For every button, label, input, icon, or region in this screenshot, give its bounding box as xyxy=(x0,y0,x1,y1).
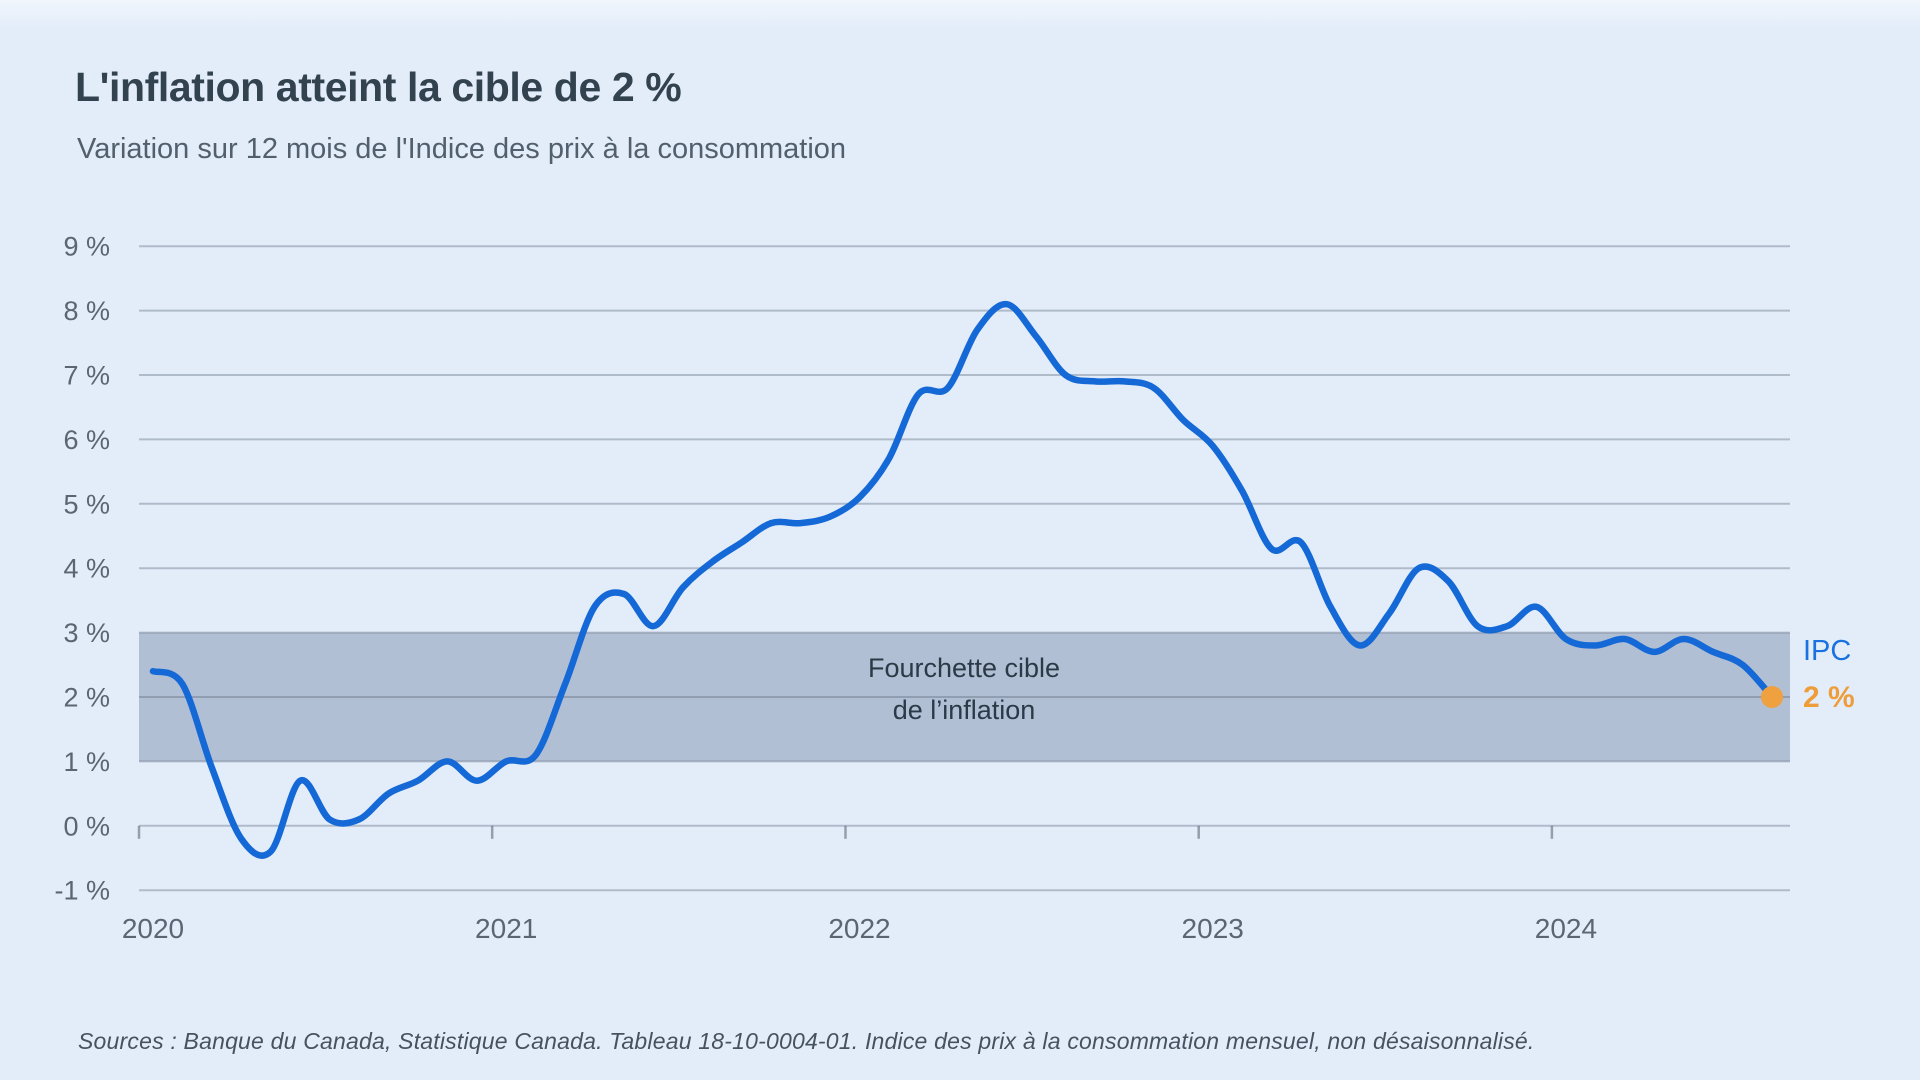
y-axis-tick-label: 9 % xyxy=(63,232,110,262)
x-axis-tick-label: 2020 xyxy=(122,913,184,944)
ipc-line xyxy=(149,300,1776,859)
chart-title: L'inflation atteint la cible de 2 % xyxy=(75,64,682,110)
y-axis-tick-label: 2 % xyxy=(63,683,110,713)
y-axis-tick-label: 8 % xyxy=(63,296,110,326)
y-axis-tick-label: 3 % xyxy=(63,618,110,648)
target-range-annotation: Fourchette cible de l’inflation xyxy=(868,647,1060,731)
target-range-annotation-line2: de l’inflation xyxy=(892,695,1036,725)
x-axis-tick-label: 2021 xyxy=(475,913,537,944)
y-axis-tick-label: 7 % xyxy=(63,361,110,391)
chart-subtitle: Variation sur 12 mois de l'Indice des pr… xyxy=(77,133,847,165)
latest-value-label: 2 % xyxy=(1803,681,1855,714)
y-axis-tick-label: 4 % xyxy=(63,554,110,584)
x-axis-tick-label: 2023 xyxy=(1182,913,1244,944)
y-axis-tick-label: 0 % xyxy=(63,811,110,841)
y-axis-tick-label: 1 % xyxy=(63,747,110,777)
y-axis-tick-label: 6 % xyxy=(63,425,110,455)
latest-value-dot xyxy=(1761,686,1783,708)
source-note: Sources : Banque du Canada, Statistique … xyxy=(78,1028,1535,1054)
y-axis-tick-label: 5 % xyxy=(63,489,110,519)
x-axis-tick-label: 2022 xyxy=(828,913,890,944)
y-axis-tick-label: -1 % xyxy=(54,876,110,906)
x-axis-tick-label: 2024 xyxy=(1535,913,1597,944)
target-range-band xyxy=(139,632,1790,762)
target-range-annotation-line1: Fourchette cible xyxy=(867,653,1061,683)
series-end-label: IPC xyxy=(1803,635,1852,667)
